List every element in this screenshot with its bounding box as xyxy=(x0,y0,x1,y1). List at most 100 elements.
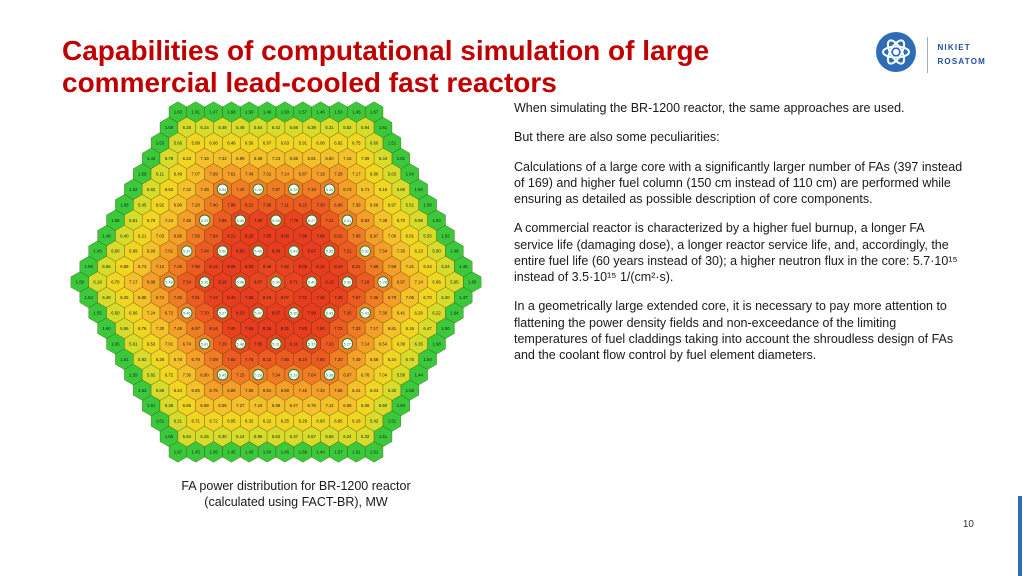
svg-text:6.05: 6.05 xyxy=(227,419,236,424)
svg-text:5.30: 5.30 xyxy=(344,280,352,285)
svg-text:5.98: 5.98 xyxy=(415,218,424,223)
svg-text:5.46: 5.46 xyxy=(236,125,245,130)
svg-text:8.36: 8.36 xyxy=(263,326,272,331)
svg-text:6.15: 6.15 xyxy=(379,187,388,192)
svg-text:8.07: 8.07 xyxy=(308,249,317,254)
svg-text:7.88: 7.88 xyxy=(352,233,361,238)
svg-text:7.46: 7.46 xyxy=(245,171,254,176)
svg-text:6.94: 6.94 xyxy=(263,388,272,393)
svg-text:7.98: 7.98 xyxy=(299,233,308,238)
svg-text:6.32: 6.32 xyxy=(245,419,254,424)
svg-text:1.51: 1.51 xyxy=(388,419,397,424)
svg-text:6.32: 6.32 xyxy=(388,388,397,393)
svg-text:6.66: 6.66 xyxy=(129,311,138,316)
svg-text:7.65: 7.65 xyxy=(334,388,343,393)
svg-text:1.46: 1.46 xyxy=(263,110,272,115)
svg-text:5.43: 5.43 xyxy=(290,249,298,254)
svg-text:6.24: 6.24 xyxy=(343,434,352,439)
svg-text:1.60: 1.60 xyxy=(102,326,111,331)
svg-text:7.01: 7.01 xyxy=(263,171,272,176)
svg-text:6.68: 6.68 xyxy=(200,403,209,408)
svg-text:7.65: 7.65 xyxy=(263,233,272,238)
svg-text:1.57: 1.57 xyxy=(334,450,343,455)
svg-text:5.27: 5.27 xyxy=(219,311,227,316)
svg-text:7.18: 7.18 xyxy=(200,156,209,161)
svg-text:5.41: 5.41 xyxy=(201,341,209,346)
svg-text:5.90: 5.90 xyxy=(432,249,441,254)
svg-text:1.65: 1.65 xyxy=(165,434,174,439)
svg-text:6.97: 6.97 xyxy=(263,141,272,146)
svg-text:8.10: 8.10 xyxy=(290,341,299,346)
svg-text:6.53: 6.53 xyxy=(147,341,156,346)
svg-text:7.21: 7.21 xyxy=(343,249,352,254)
svg-text:8.07: 8.07 xyxy=(254,280,263,285)
svg-text:5.48: 5.48 xyxy=(237,341,245,346)
svg-text:1.68: 1.68 xyxy=(120,202,129,207)
svg-text:6.65: 6.65 xyxy=(343,403,352,408)
svg-text:7.58: 7.58 xyxy=(192,233,201,238)
svg-text:6.55: 6.55 xyxy=(218,403,227,408)
svg-text:1.68: 1.68 xyxy=(432,341,441,346)
svg-text:6.90: 6.90 xyxy=(174,202,183,207)
svg-text:5.47: 5.47 xyxy=(254,311,262,316)
svg-text:7.61: 7.61 xyxy=(165,249,174,254)
svg-text:1.61: 1.61 xyxy=(147,403,156,408)
svg-text:7.03: 7.03 xyxy=(156,233,165,238)
svg-text:8.21: 8.21 xyxy=(245,202,254,207)
logo: NIKIET ROSATOM xyxy=(874,30,986,79)
svg-text:5.83: 5.83 xyxy=(138,357,147,362)
svg-text:6.13: 6.13 xyxy=(415,249,424,254)
slide-title: Capabilities of computational simulation… xyxy=(62,34,710,98)
svg-text:7.17: 7.17 xyxy=(129,280,138,285)
svg-text:1.44: 1.44 xyxy=(147,156,156,161)
svg-text:1.58: 1.58 xyxy=(406,388,415,393)
svg-text:6.92: 6.92 xyxy=(156,202,165,207)
body-paragraph: Calculations of a large core with a sign… xyxy=(514,159,963,207)
svg-text:7.17: 7.17 xyxy=(352,171,361,176)
svg-text:6.25: 6.25 xyxy=(281,419,290,424)
svg-text:6.75: 6.75 xyxy=(352,141,361,146)
svg-text:6.25: 6.25 xyxy=(200,434,209,439)
logo-text-line1: NIKIET xyxy=(937,42,971,52)
svg-text:6.72: 6.72 xyxy=(165,311,174,316)
svg-text:1.60: 1.60 xyxy=(415,187,424,192)
svg-text:6.90: 6.90 xyxy=(200,372,209,377)
svg-text:7.01: 7.01 xyxy=(165,341,174,346)
logo-text: NIKIET ROSATOM xyxy=(937,41,986,68)
svg-text:5.51: 5.51 xyxy=(129,218,138,223)
svg-text:7.21: 7.21 xyxy=(325,218,334,223)
svg-text:8.18: 8.18 xyxy=(263,295,272,300)
svg-text:1.67: 1.67 xyxy=(370,110,379,115)
svg-text:7.88: 7.88 xyxy=(316,233,325,238)
svg-text:1.65: 1.65 xyxy=(209,450,218,455)
svg-text:7.86: 7.86 xyxy=(218,218,227,223)
svg-text:6.74: 6.74 xyxy=(183,341,192,346)
svg-text:8.22: 8.22 xyxy=(299,202,308,207)
svg-text:5.54: 5.54 xyxy=(254,125,263,130)
svg-text:7.68: 7.68 xyxy=(370,264,379,269)
svg-text:6.81: 6.81 xyxy=(388,326,397,331)
svg-text:7.16: 7.16 xyxy=(343,156,352,161)
svg-text:8.13: 8.13 xyxy=(325,280,334,285)
svg-text:7.87: 7.87 xyxy=(272,187,281,192)
svg-text:7.30: 7.30 xyxy=(183,372,192,377)
svg-text:7.19: 7.19 xyxy=(316,171,325,176)
svg-text:6.70: 6.70 xyxy=(147,218,156,223)
svg-text:6.87: 6.87 xyxy=(299,171,308,176)
svg-text:6.15: 6.15 xyxy=(406,326,415,331)
svg-text:6.42: 6.42 xyxy=(272,125,281,130)
svg-text:7.30: 7.30 xyxy=(316,202,325,207)
svg-text:6.70: 6.70 xyxy=(423,295,432,300)
svg-text:6.76: 6.76 xyxy=(308,403,317,408)
svg-text:7.88: 7.88 xyxy=(227,202,236,207)
svg-text:6.78: 6.78 xyxy=(361,372,370,377)
svg-text:6.22: 6.22 xyxy=(263,419,272,424)
svg-text:6.20: 6.20 xyxy=(415,311,424,316)
svg-text:5.66: 5.66 xyxy=(325,434,334,439)
svg-text:5.34: 5.34 xyxy=(219,187,227,192)
svg-text:5.58: 5.58 xyxy=(397,372,406,377)
svg-text:1.58: 1.58 xyxy=(111,218,120,223)
svg-text:1.44: 1.44 xyxy=(316,450,325,455)
svg-text:6.76: 6.76 xyxy=(138,326,147,331)
svg-text:6.63: 6.63 xyxy=(165,187,174,192)
